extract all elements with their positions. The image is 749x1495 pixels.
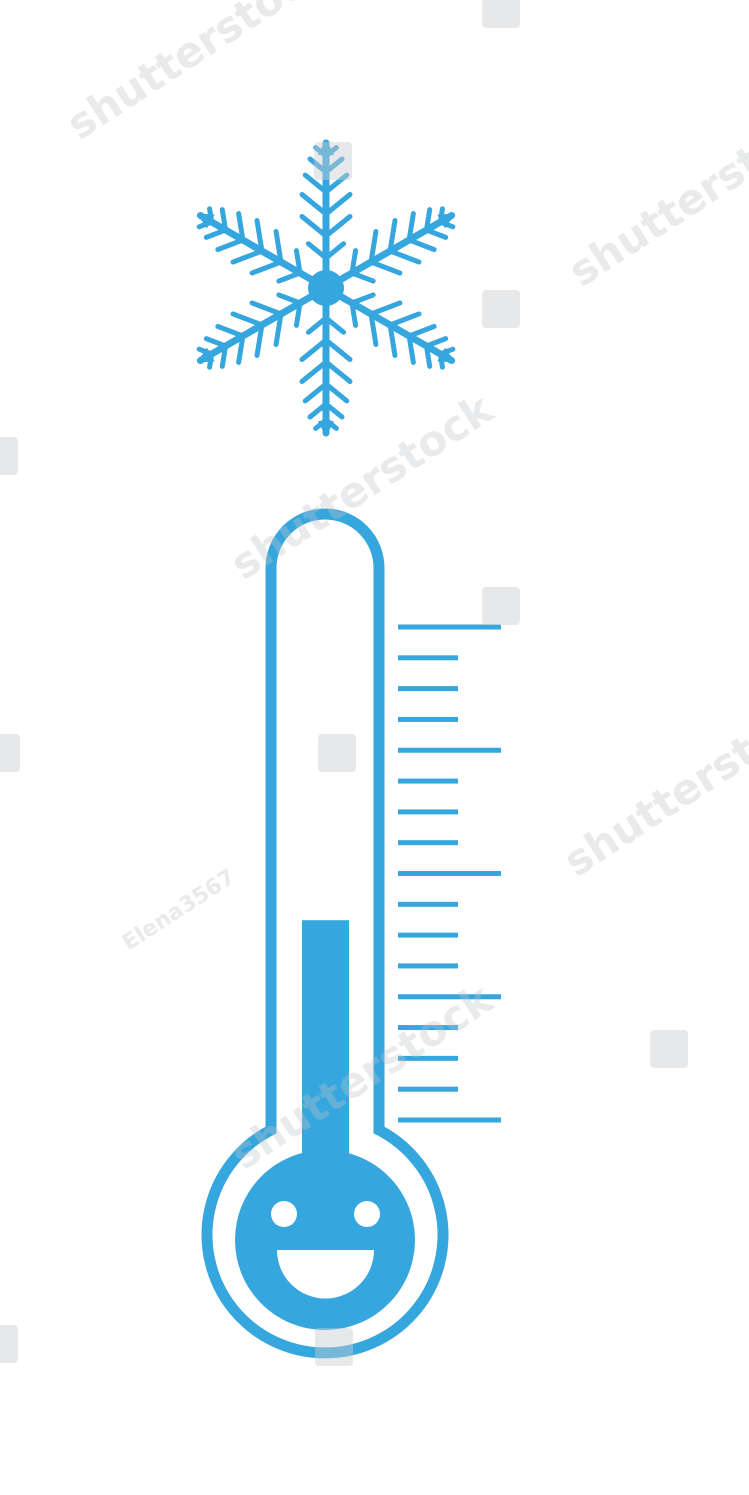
scale-minor-tick: [398, 840, 458, 846]
snowflake-arm: [322, 284, 456, 370]
watermark-logos: [0, 0, 688, 1366]
scale-minor-tick: [398, 655, 458, 661]
scale-minor-tick: [398, 963, 458, 969]
watermark-logo: [318, 734, 356, 772]
thermometer-icon: [201, 508, 449, 1359]
snowflake-icon: [196, 139, 456, 437]
watermark-logo: [482, 0, 520, 28]
thermometer-outline: [201, 508, 449, 1359]
scale-minor-tick: [398, 1055, 458, 1061]
right-eye: [354, 1201, 380, 1227]
scale-minor-tick: [398, 1025, 458, 1031]
thermometer-bulb: [235, 1150, 415, 1330]
watermark-logo: [482, 587, 520, 625]
snowflake-center: [308, 270, 344, 306]
scale-major-tick: [398, 994, 501, 1000]
scale-major-tick: [398, 1117, 501, 1123]
snowflake-arm: [322, 206, 456, 292]
scale-minor-tick: [398, 932, 458, 938]
watermark-logo: [0, 734, 20, 772]
mercury-column: [302, 920, 349, 1168]
scale-minor-tick: [398, 778, 458, 784]
watermark-logo: [650, 1030, 688, 1068]
watermark-logo: [482, 290, 520, 328]
scale-minor-tick: [398, 716, 458, 722]
snowflake-arm: [196, 206, 330, 292]
watermark-logo: [314, 142, 352, 180]
smile-mouth: [277, 1250, 374, 1299]
snowflake-arm: [299, 284, 353, 437]
scale-major-tick: [398, 747, 501, 753]
scale-minor-tick: [398, 1086, 458, 1092]
scale-major-tick: [398, 624, 501, 630]
watermark-logo: [315, 1328, 353, 1366]
thermometer-scale: [398, 624, 501, 1123]
scale-minor-tick: [398, 901, 458, 907]
scale-major-tick: [398, 871, 501, 876]
snowflake-arm: [299, 139, 353, 292]
left-eye: [271, 1201, 297, 1227]
scale-minor-tick: [398, 809, 458, 815]
scale-minor-tick: [398, 686, 458, 692]
watermark-logo: [0, 1325, 18, 1363]
watermark-logo: [0, 437, 18, 475]
smiley-face-icon: [271, 1201, 380, 1299]
snowflake-arm: [196, 284, 330, 370]
